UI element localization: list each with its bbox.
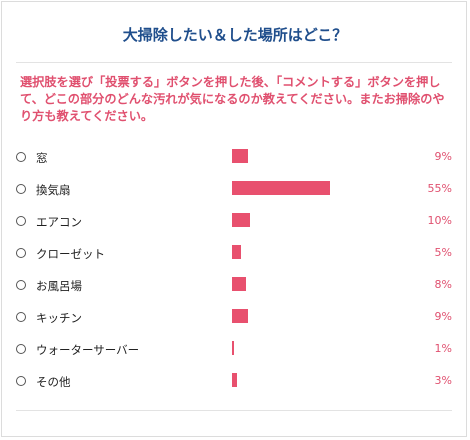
result-bar-track [232,341,412,355]
result-bar [232,149,249,163]
result-percent: 9% [434,150,452,163]
result-bar [232,245,241,259]
result-bar-track [232,181,412,195]
option-label: エアコン [36,215,82,229]
option-label: キッチン [36,311,82,325]
radio-button[interactable] [16,376,26,386]
bottom-divider [16,410,452,411]
poll-option-window[interactable]: 窓 9% [2,142,468,174]
radio-button[interactable] [16,248,26,258]
result-bar-track [232,149,412,163]
poll-instructions: 選択肢を選び「投票する」ボタンを押した後、「コメントする」ボタンを押して、どこの… [20,75,445,123]
poll-option-kitchen[interactable]: キッチン 9% [2,302,468,334]
result-percent: 1% [434,342,452,355]
result-percent: 9% [434,310,452,323]
option-label: 窓 [36,151,48,165]
top-divider [16,62,452,63]
result-bar [232,341,234,355]
result-percent: 5% [434,246,452,259]
radio-button[interactable] [16,312,26,322]
result-percent: 55% [427,182,452,195]
radio-button[interactable] [16,344,26,354]
result-bar-track [232,213,412,227]
result-percent: 10% [427,214,452,227]
result-bar [232,277,247,291]
option-label: 換気扇 [36,183,71,197]
option-label: その他 [36,375,71,389]
poll-option-air-conditioner[interactable]: エアコン 10% [2,206,468,238]
result-bar [232,213,250,227]
result-percent: 8% [434,278,452,291]
poll-option-closet[interactable]: クローゼット 5% [2,238,468,270]
radio-button[interactable] [16,152,26,162]
result-bar-track [232,373,412,387]
result-bar-track [232,245,412,259]
poll-option-bathroom[interactable]: お風呂場 8% [2,270,468,302]
radio-button[interactable] [16,216,26,226]
option-label: クローゼット [36,247,105,261]
option-label: お風呂場 [36,279,82,293]
poll-option-vent-fan[interactable]: 換気扇 55% [2,174,468,206]
radio-button[interactable] [16,280,26,290]
poll-title: 大掃除したい＆した場所はどこ？ [122,26,348,44]
result-bar-track [232,277,412,291]
result-bar-track [232,309,412,323]
poll-option-other[interactable]: その他 3% [2,366,468,398]
poll-option-water-server[interactable]: ウォーターサーバー 1% [2,334,468,366]
result-percent: 3% [434,374,452,387]
result-bar [232,309,249,323]
option-label: ウォーターサーバー [36,343,140,357]
result-bar [232,181,330,195]
result-bar [232,373,238,387]
radio-button[interactable] [16,184,26,194]
